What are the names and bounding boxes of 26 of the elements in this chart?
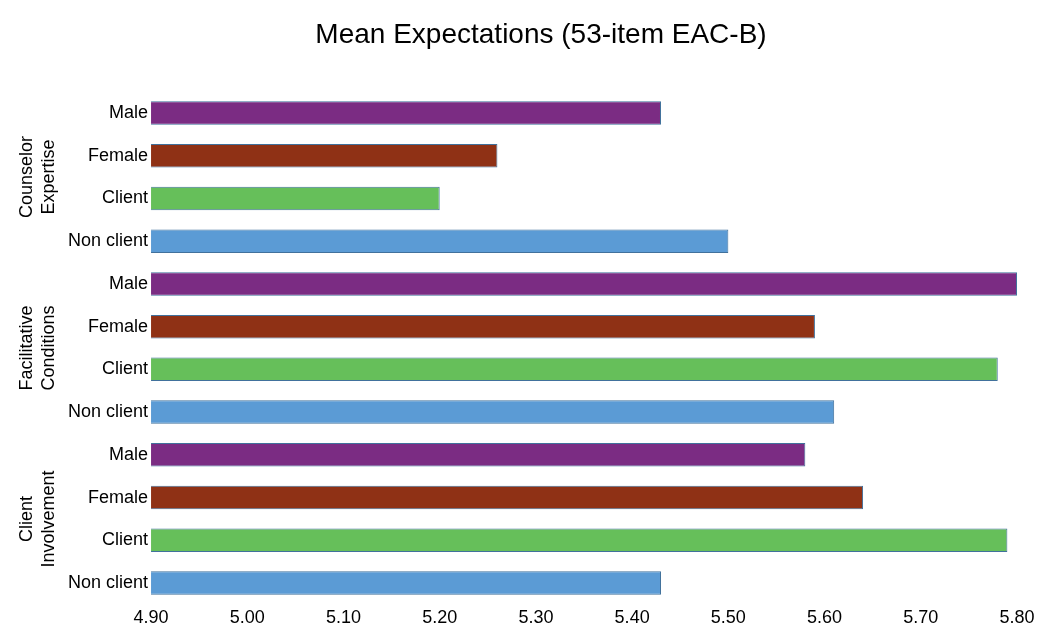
x-tick-label: 5.30 (518, 607, 554, 628)
y-tick-label: Non client (68, 230, 149, 251)
y-tick-label: Female (88, 144, 149, 165)
text: Facilitative Conditions (15, 305, 58, 391)
x-tick-label: 5.00 (229, 607, 265, 628)
y-tick-label: Client (102, 529, 149, 550)
y-tick-label: Client (102, 187, 149, 208)
x-tick-label: 5.10 (325, 607, 361, 628)
x-tick-label: 5.20 (422, 607, 458, 628)
text: Client Involvement (15, 470, 58, 568)
y-tick-label: Female (88, 315, 149, 336)
y-tick-label: Male (109, 101, 149, 122)
x-tick-label: 5.60 (807, 607, 843, 628)
y-tick-label: Non client (68, 401, 149, 422)
x-tick-label: 5.70 (903, 607, 939, 628)
y-tick-label: Client (102, 358, 149, 379)
x-tick-label: 5.80 (999, 607, 1035, 628)
y-tick-label: Female (88, 486, 149, 507)
y-tick-label: Non client (68, 572, 149, 592)
y-tick-label: Male (109, 272, 149, 293)
text: Counselor Expertise (15, 136, 58, 219)
x-tick-label: 5.50 (710, 607, 746, 628)
x-tick-label: 5.40 (614, 607, 650, 628)
chart-title: Mean Expectations (53-item EAC-B) (315, 17, 767, 49)
x-tick-label: 4.90 (133, 607, 169, 628)
y-tick-label: Male (109, 443, 149, 464)
